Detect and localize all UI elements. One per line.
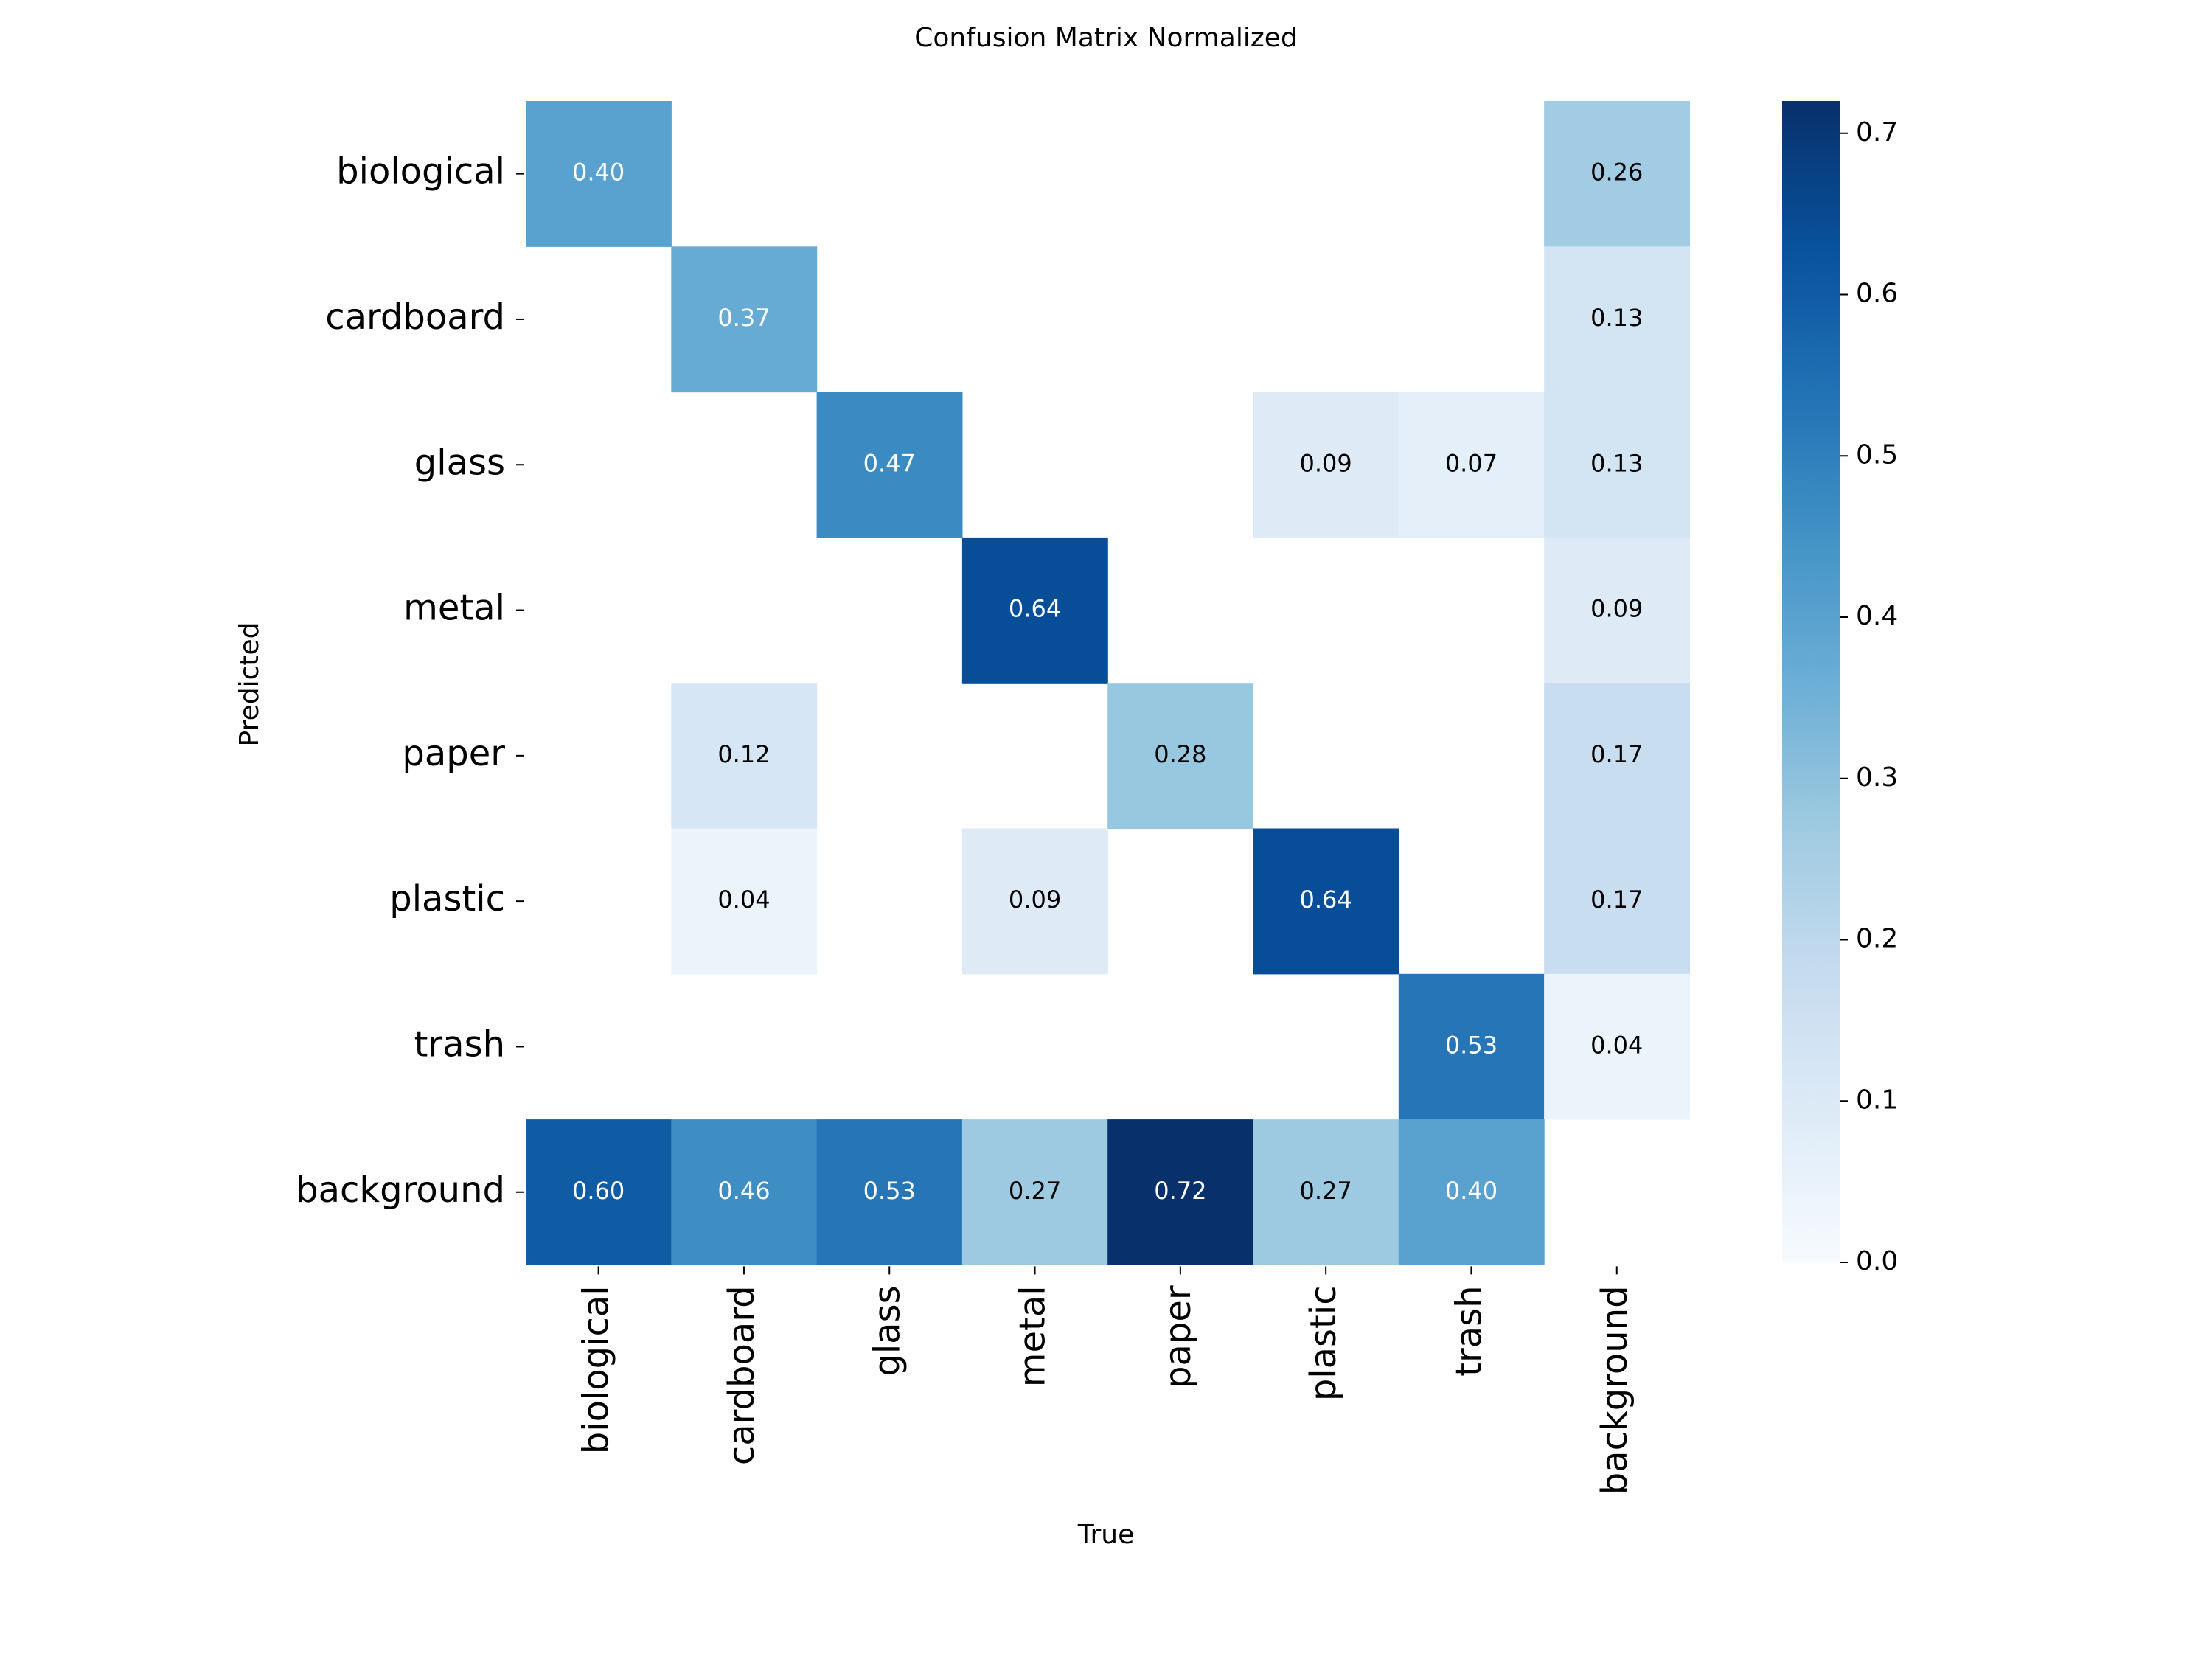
- heatmap-cell-background-plastic: [1253, 1119, 1399, 1265]
- x-tick-label-trash: trash: [1448, 1285, 1489, 1376]
- cell-value-plastic-cardboard: 0.04: [717, 886, 770, 914]
- heatmap-cells: [526, 101, 1690, 1265]
- cell-value-background-glass: 0.53: [863, 1177, 916, 1205]
- heatmap-cell-background-paper: [1107, 1119, 1254, 1265]
- heatmap-cell-background-trash: [1398, 1119, 1545, 1265]
- cell-value-background-biological: 0.60: [572, 1177, 625, 1205]
- heatmap-cell-paper-background: [1544, 683, 1690, 830]
- heatmap-cell-plastic-background: [1544, 828, 1690, 975]
- heatmap-cell-paper-paper: [1107, 683, 1254, 830]
- x-tick-label-plastic: plastic: [1303, 1285, 1344, 1401]
- heatmap-cell-glass-background: [1544, 392, 1690, 538]
- heatmap-cell-plastic-metal: [961, 828, 1108, 975]
- heatmap-cell-trash-background: [1544, 973, 1690, 1120]
- heatmap-cell-background-cardboard: [671, 1119, 818, 1265]
- heatmap-cell-plastic-cardboard: [671, 828, 818, 975]
- heatmap-cell-background-metal: [961, 1119, 1108, 1265]
- heatmap-cell-metal-background: [1544, 537, 1690, 684]
- cell-value-metal-background: 0.09: [1590, 595, 1643, 623]
- cell-value-background-plastic: 0.27: [1300, 1177, 1352, 1205]
- colorbar-tick-label: 0.0: [1856, 1246, 1898, 1276]
- y-tick-label-trash: trash: [414, 1023, 505, 1065]
- heatmap-cell-glass-trash: [1398, 392, 1545, 538]
- x-tick-label-metal: metal: [1012, 1285, 1054, 1387]
- colorbar-tick-label: 0.3: [1856, 762, 1898, 793]
- colorbar-tick-label: 0.4: [1856, 601, 1898, 631]
- y-tick-label-metal: metal: [403, 588, 505, 629]
- cell-value-background-metal: 0.27: [1009, 1177, 1061, 1205]
- cell-value-plastic-metal: 0.09: [1009, 886, 1061, 914]
- x-tick-label-cardboard: cardboard: [721, 1285, 762, 1465]
- heatmap-cell-glass-plastic: [1253, 392, 1399, 538]
- cell-value-glass-trash: 0.07: [1445, 449, 1498, 477]
- cell-value-paper-cardboard: 0.12: [717, 740, 770, 768]
- heatmap-cell-cardboard-cardboard: [671, 246, 818, 393]
- cell-value-biological-background: 0.26: [1590, 159, 1643, 187]
- colorbar-ticks: 0.0 0.1 0.2 0.3 0.4 0.5 0.6 0.7: [1840, 117, 1898, 1276]
- colorbar: [1782, 101, 1840, 1262]
- y-axis-label: Predicted: [234, 622, 265, 747]
- y-tick-label-glass: glass: [414, 442, 505, 483]
- colorbar-tick-label: 0.7: [1856, 117, 1898, 147]
- cell-value-paper-paper: 0.28: [1154, 740, 1206, 768]
- chart-title: Confusion Matrix Normalized: [914, 23, 1297, 53]
- colorbar-tick-label: 0.6: [1856, 279, 1898, 309]
- colorbar-tick-label: 0.1: [1856, 1085, 1898, 1115]
- heatmap-cell-plastic-plastic: [1253, 828, 1399, 975]
- x-tick-label-biological: biological: [576, 1285, 617, 1454]
- heatmap-cell-background-biological: [526, 1119, 672, 1265]
- y-tick-label-biological: biological: [336, 151, 505, 192]
- heatmap-cell-biological-biological: [526, 101, 672, 247]
- cell-value-glass-plastic: 0.09: [1300, 449, 1352, 477]
- heatmap-cell-cardboard-background: [1544, 246, 1690, 393]
- cell-value-background-cardboard: 0.46: [717, 1177, 770, 1205]
- cell-annotations: 0.40 0.26 0.37 0.13 0.47 0.09 0.07 0.13 0.64 0.09…: [572, 159, 1643, 1205]
- cell-value-glass-glass: 0.47: [863, 449, 916, 477]
- cell-value-plastic-background: 0.17: [1590, 886, 1643, 914]
- colorbar-tick-label: 0.5: [1856, 439, 1898, 470]
- heatmap-cell-trash-trash: [1398, 973, 1545, 1120]
- cell-value-trash-background: 0.04: [1590, 1031, 1643, 1059]
- x-tick-label-glass: glass: [866, 1285, 908, 1376]
- y-axis-ticks: biological cardboard glass metal paper plasti…: [296, 151, 524, 1211]
- heatmap-cell-paper-cardboard: [671, 683, 818, 830]
- y-tick-label-background: background: [296, 1169, 505, 1211]
- cell-value-trash-trash: 0.53: [1445, 1031, 1498, 1059]
- y-tick-label-paper: paper: [402, 733, 505, 774]
- x-axis-ticks: biological cardboard glass metal paper plasti…: [576, 1266, 1635, 1495]
- heatmap-cell-biological-background: [1544, 101, 1690, 247]
- cell-value-biological-biological: 0.40: [572, 159, 625, 187]
- heatmap-cell-metal-metal: [961, 537, 1108, 684]
- colorbar-tick-label: 0.2: [1856, 924, 1898, 954]
- x-axis-label: True: [1077, 1520, 1134, 1550]
- cell-value-glass-background: 0.13: [1590, 449, 1643, 477]
- y-tick-label-cardboard: cardboard: [325, 296, 505, 338]
- cell-value-cardboard-background: 0.13: [1590, 304, 1643, 332]
- cell-value-background-paper: 0.72: [1154, 1177, 1206, 1205]
- cell-value-cardboard-cardboard: 0.37: [717, 304, 770, 332]
- cell-value-paper-background: 0.17: [1590, 740, 1643, 768]
- cell-value-plastic-plastic: 0.64: [1300, 886, 1352, 914]
- y-tick-label-plastic: plastic: [389, 878, 505, 919]
- heatmap-cell-background-glass: [816, 1119, 963, 1265]
- x-tick-label-background: background: [1594, 1285, 1635, 1495]
- x-tick-label-paper: paper: [1158, 1285, 1199, 1388]
- heatmap-cell-glass-glass: [816, 392, 963, 538]
- cell-value-background-trash: 0.40: [1445, 1177, 1498, 1205]
- cell-value-metal-metal: 0.64: [1009, 595, 1061, 623]
